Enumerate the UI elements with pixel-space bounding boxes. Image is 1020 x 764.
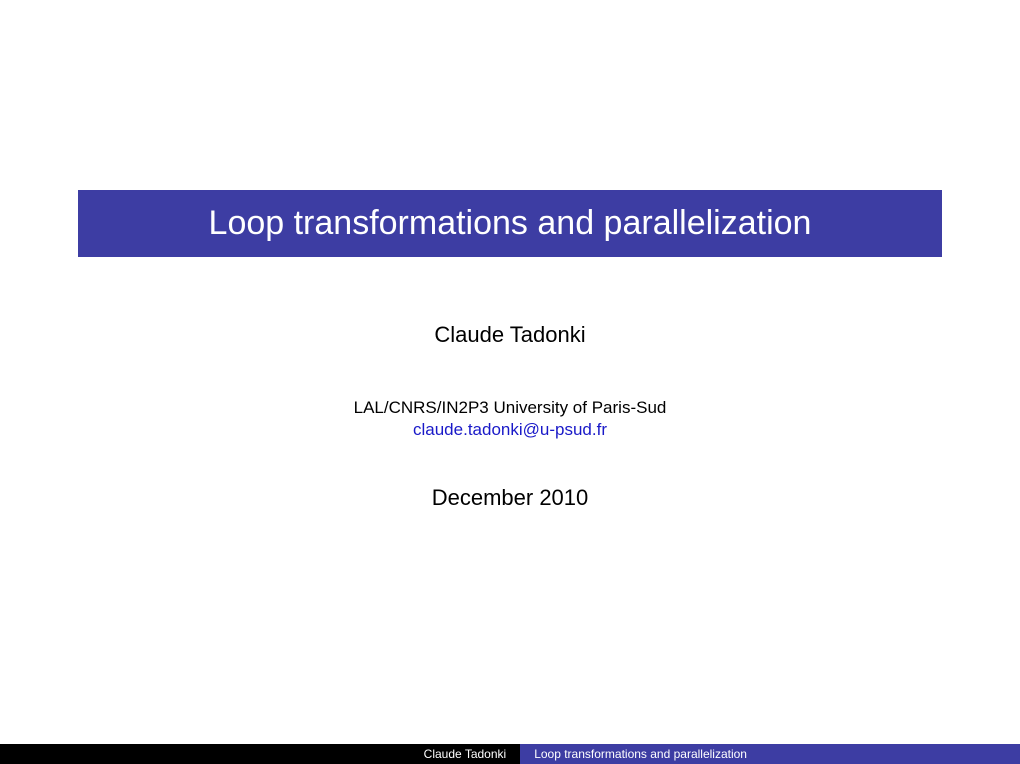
- author-name: Claude Tadonki: [0, 322, 1020, 348]
- slide-title: Loop transformations and parallelization: [98, 204, 922, 243]
- footer-author: Claude Tadonki: [0, 744, 520, 764]
- slide-footer: Claude Tadonki Loop transformations and …: [0, 744, 1020, 764]
- presentation-date: December 2010: [0, 485, 1020, 511]
- affiliation-text: LAL/CNRS/IN2P3 University of Paris-Sud: [0, 398, 1020, 418]
- footer-title: Loop transformations and parallelization: [520, 744, 1020, 764]
- title-banner: Loop transformations and parallelization: [78, 190, 942, 257]
- author-email: claude.tadonki@u-psud.fr: [0, 420, 1020, 440]
